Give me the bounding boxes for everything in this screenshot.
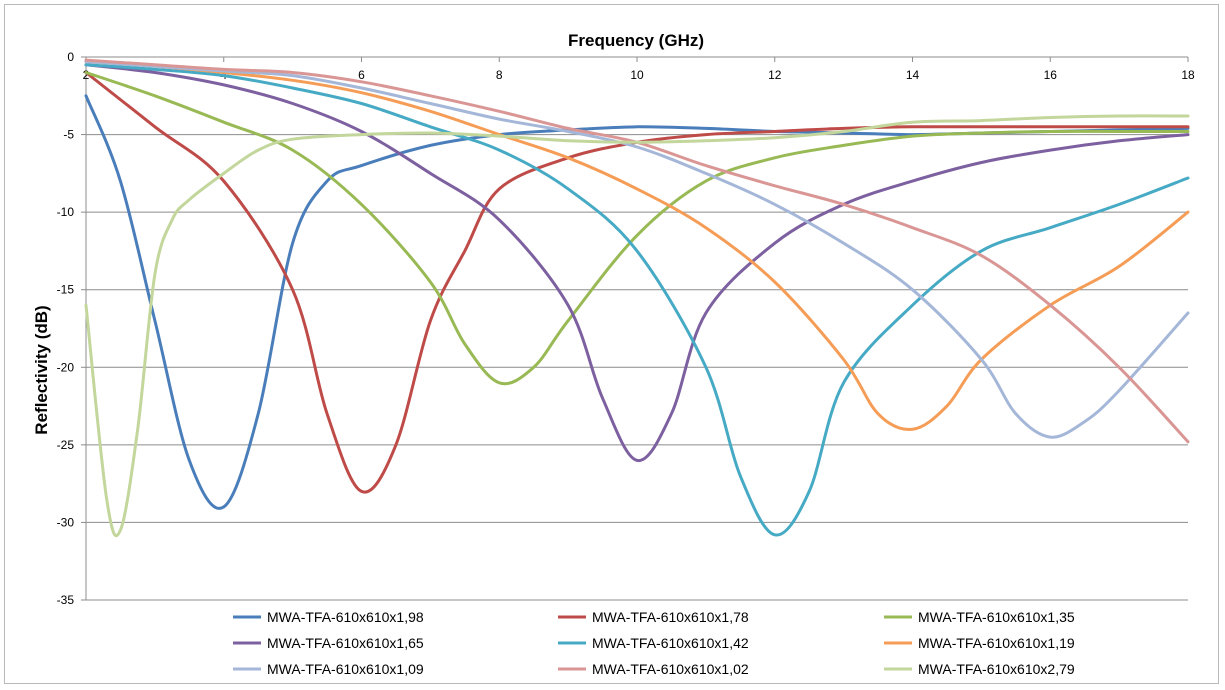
x-tick-label: 8 <box>496 68 503 82</box>
series-line-8 <box>84 58 1190 444</box>
y-tick-label: -5 <box>63 128 74 142</box>
series-line-6 <box>84 60 1190 431</box>
legend-label: MWA-TFA-610x610x1,09 <box>267 661 424 677</box>
y-tick-label: -15 <box>57 283 75 297</box>
legend-label: MWA-TFA-610x610x1,65 <box>267 635 424 651</box>
legend-label: MWA-TFA-610x610x1,42 <box>592 635 749 651</box>
x-tick-label: 18 <box>1181 68 1195 82</box>
series-line-3 <box>84 71 1190 386</box>
y-axis-title: Reflectivity (dB) <box>32 305 51 434</box>
x-axis-title: Frequency (GHz) <box>568 31 704 50</box>
legend: MWA-TFA-610x610x1,98 MWA-TFA-610x610x1,78… <box>233 609 1075 677</box>
axes <box>81 56 1189 601</box>
series-line-9 <box>84 114 1190 538</box>
series-line-2 <box>84 71 1190 494</box>
series-line-7 <box>84 60 1190 439</box>
legend-label: MWA-TFA-610x610x1,19 <box>918 635 1075 651</box>
x-tick-label: 2 <box>83 68 90 82</box>
legend-label: MWA-TFA-610x610x1,35 <box>918 609 1075 625</box>
x-tick-label: 16 <box>1044 68 1058 82</box>
legend-label: MWA-TFA-610x610x1,78 <box>592 609 749 625</box>
x-tick-label: 10 <box>630 68 644 82</box>
y-tick-label: 0 <box>67 50 74 64</box>
y-tick-label: -30 <box>57 515 75 529</box>
series-lines <box>84 58 1190 538</box>
legend-label: MWA-TFA-610x610x1,02 <box>592 661 749 677</box>
series-line-4 <box>84 63 1190 462</box>
tick-labels: 0-5-10-15-20-25-30-352 4 6 8 10 12 14 16 18 <box>57 50 1195 607</box>
x-tick-label: 14 <box>906 68 920 82</box>
grid <box>86 56 1188 601</box>
series-line-1 <box>84 94 1190 510</box>
y-tick-label: -25 <box>57 438 75 452</box>
legend-label: MWA-TFA-610x610x1,98 <box>267 609 424 625</box>
y-tick-label: -10 <box>57 205 75 219</box>
y-tick-label: -35 <box>57 593 75 607</box>
x-tick-label: 12 <box>768 68 782 82</box>
legend-label: MWA-TFA-610x610x2,79 <box>918 661 1075 677</box>
series-line-5 <box>84 63 1190 537</box>
y-tick-label: -20 <box>57 360 75 374</box>
chart-frame <box>4 4 1219 684</box>
x-tick-label: 6 <box>358 68 365 82</box>
